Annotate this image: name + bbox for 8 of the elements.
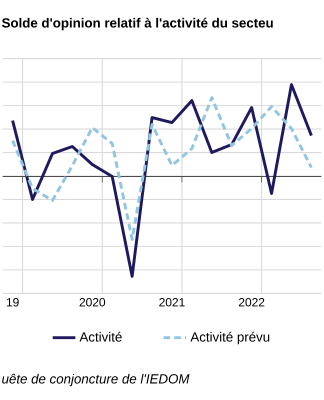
x-tick-label: 2020 [80, 298, 106, 306]
x-tick-label: 2022 [238, 298, 264, 306]
x-tick-label: 19 [6, 298, 19, 306]
legend-label: Activité prévu [190, 332, 270, 344]
text: uête de conjoncture de l'IEDOM [2, 374, 190, 386]
chart-title: Solde d'opinion relatif à l'activité du secteu [2, 18, 273, 30]
x-tick-label: 2021 [159, 298, 185, 306]
legend-label: Activité [79, 332, 122, 342]
